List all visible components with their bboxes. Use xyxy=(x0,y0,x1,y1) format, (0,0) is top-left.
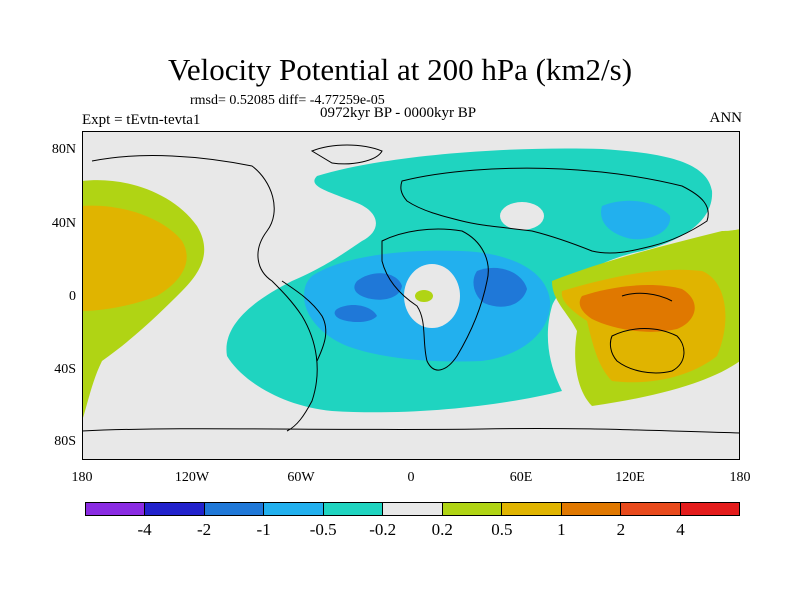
lon-label-60e: 60E xyxy=(509,470,533,485)
colorbar-label: 2 xyxy=(616,520,626,539)
colorbar-label: -0.2 xyxy=(369,520,397,539)
colorbar-swatch xyxy=(680,503,739,515)
colorbar-label: 0.2 xyxy=(431,520,453,539)
lat-label-40s: 40S xyxy=(54,362,76,377)
colorbar-swatch xyxy=(204,503,265,515)
colorbar-label: -0.5 xyxy=(309,520,337,539)
green-spot-africa xyxy=(415,290,433,302)
season-label: ANN xyxy=(709,110,743,126)
colorbar-swatch xyxy=(383,503,443,515)
neutral-hole-med xyxy=(500,202,544,230)
colorbar-swatch xyxy=(502,503,562,515)
lon-label-120w: 120W xyxy=(174,470,210,485)
blue-core-east xyxy=(473,267,527,307)
map-frame xyxy=(82,131,740,460)
colorbar xyxy=(85,502,740,516)
blue-core-south xyxy=(334,305,377,323)
colorbar-swatch xyxy=(145,503,205,515)
experiment-label: Expt = tEvtn-tevta1 xyxy=(82,112,201,128)
colorbar-label: -4 xyxy=(137,520,152,539)
colorbar-label: 4 xyxy=(676,520,685,539)
coastlines xyxy=(82,144,740,434)
cyan-field-asia xyxy=(601,200,671,240)
stats-line: rmsd= 0.52085 diff= -4.77259e-05 xyxy=(190,93,385,108)
colorbar-label: 0.5 xyxy=(491,520,513,539)
lon-label-60w: 60W xyxy=(287,470,315,485)
colorbar-swatch xyxy=(323,503,384,515)
lat-label-0: 0 xyxy=(69,289,76,304)
plot-title: Velocity Potential at 200 hPa (km2/s) xyxy=(167,52,633,87)
lon-label-180e: 180 xyxy=(729,470,751,485)
period-label: 0972kyr BP - 0000kyr BP xyxy=(320,105,477,121)
lat-label-80n: 80N xyxy=(51,142,76,157)
colorbar-swatch xyxy=(264,503,324,515)
orange-core-indopacific xyxy=(579,285,695,332)
map-canvas xyxy=(82,131,740,460)
colorbar-swatch xyxy=(442,503,503,515)
lon-label-0: 0 xyxy=(407,470,415,485)
colorbar-label: -1 xyxy=(256,520,271,539)
colorbar-label: 1 xyxy=(557,520,566,539)
colorbar-swatch xyxy=(621,503,681,515)
colorbar-swatch xyxy=(86,503,146,515)
lon-label-120e: 120E xyxy=(615,470,645,485)
velocity-potential-map xyxy=(82,131,740,460)
colorbar-label: -2 xyxy=(196,520,212,539)
lat-label-80s: 80S xyxy=(54,434,76,449)
lat-label-40n: 40N xyxy=(51,216,76,231)
lon-label-180w: 180 xyxy=(71,470,93,485)
colorbar-swatch xyxy=(561,503,622,515)
amber-field-pacific xyxy=(82,205,187,311)
